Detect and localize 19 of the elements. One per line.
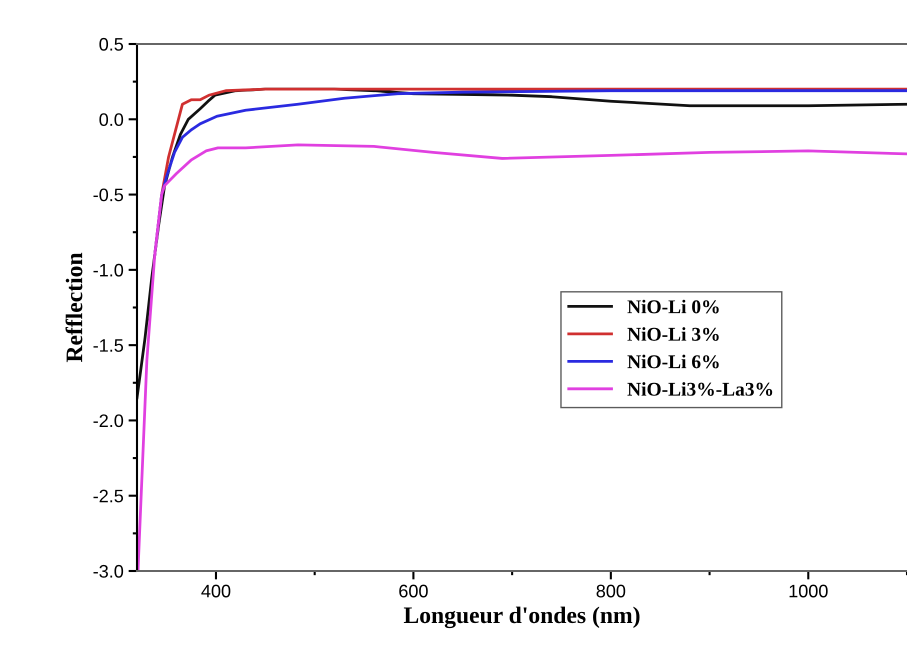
y-tick-label: -2.5 [94, 490, 124, 502]
y-axis-title: Refflection [65, 252, 82, 362]
y-tick-label: -1.5 [94, 339, 124, 352]
x-tick-label: 400 [201, 584, 230, 598]
line-series [137, 143, 907, 571]
x-tick-label: 800 [596, 584, 626, 598]
x-tick-label: 600 [399, 584, 428, 598]
y-tick-label: -2.0 [94, 414, 124, 428]
legend-label: NiO-Li 3% [627, 327, 719, 341]
legend-label: NiO-Li3%-La3% [627, 382, 772, 396]
x-axis-title: Longueur d'ondes (nm) [404, 606, 640, 628]
legend-label: NiO-Li 0% [627, 300, 719, 314]
y-tick-label: -1.0 [94, 264, 124, 277]
y-tick-label: -3.0 [94, 564, 124, 578]
y-tick-label: 0.5 [99, 38, 124, 51]
y-tick-label: 0.0 [99, 113, 124, 126]
x-tick-label: 1000 [790, 584, 828, 598]
legend-label: NiO-Li 6% [627, 354, 719, 368]
y-tick-label: -0.5 [94, 188, 124, 202]
